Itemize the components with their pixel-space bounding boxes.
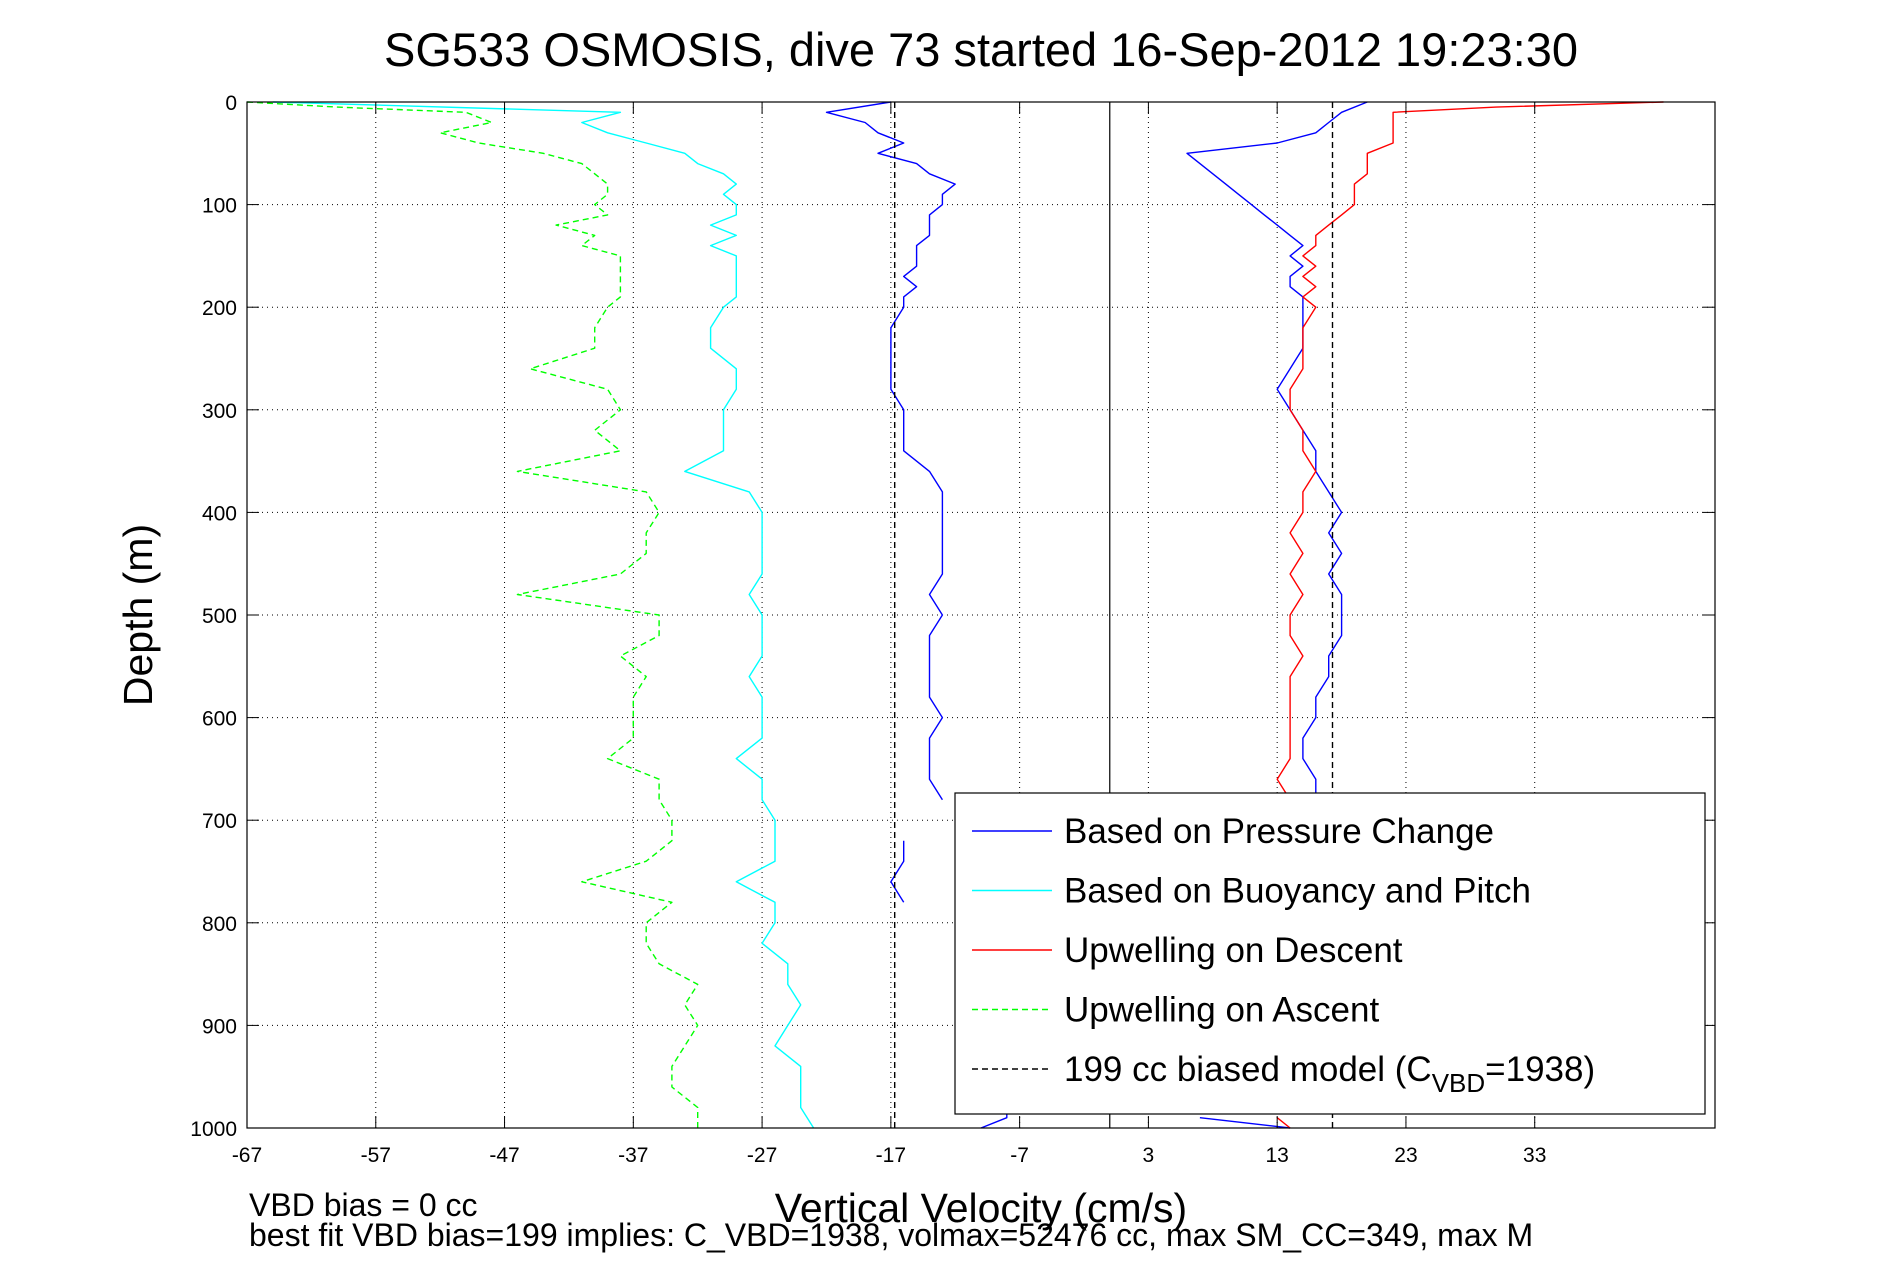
x-tick-label: -17: [876, 1144, 906, 1167]
legend-label: Based on Pressure Change: [1064, 812, 1494, 851]
x-tick-label: 33: [1523, 1144, 1546, 1167]
series-line: [825, 101, 956, 801]
y-tick-label: 200: [202, 297, 237, 320]
y-tick-label: 300: [202, 400, 237, 423]
legend: Based on Pressure Change Based on Buoyanc…: [954, 792, 1706, 1115]
series-line: [1276, 101, 1664, 801]
x-tick-label: -7: [1010, 1144, 1029, 1167]
x-tick-label: -27: [747, 1144, 777, 1167]
series-line: [890, 840, 905, 903]
x-axis: -67 -57 -47 -37 -27 -17 -7 3 13 23 33: [232, 102, 1546, 1167]
y-tick-label: 500: [202, 605, 237, 628]
legend-label: 199 cc biased model (CVBD=1938): [1064, 1050, 1595, 1098]
y-tick-label: 800: [202, 913, 237, 936]
x-tick-label: 23: [1394, 1144, 1417, 1167]
y-axis-label: Depth (m): [115, 524, 161, 706]
y-tick-label: 700: [202, 810, 237, 833]
legend-box: [954, 792, 1706, 1115]
y-tick-label: 400: [202, 502, 237, 525]
x-tick-label: -37: [618, 1144, 648, 1167]
y-tick-label: 1000: [190, 1118, 237, 1141]
x-tick-label: -57: [361, 1144, 391, 1167]
x-tick-label: 3: [1143, 1144, 1155, 1167]
x-tick-label: -67: [232, 1144, 262, 1167]
series-line: [246, 101, 699, 1128]
y-tick-label: 600: [202, 708, 237, 731]
x-tick-label: -47: [489, 1144, 519, 1167]
y-tick-label: 0: [225, 92, 237, 115]
x-tick-label: 13: [1265, 1144, 1288, 1167]
y-tick-label: 900: [202, 1015, 237, 1038]
series-line: [1199, 1117, 1291, 1129]
y-axis: 0 100 200 300 400 500 600 700 800 900 1000: [190, 92, 1715, 1141]
legend-label: Upwelling on Ascent: [1064, 991, 1379, 1030]
series-line: [272, 101, 815, 1129]
vbd-bias-note: VBD bias = 0 cc: [249, 1187, 478, 1223]
best-fit-note: best fit VBD bias=199 implies: C_VBD=193…: [249, 1217, 1533, 1253]
legend-label: Based on Buoyancy and Pitch: [1064, 872, 1531, 911]
legend-label: Upwelling on Descent: [1064, 931, 1403, 970]
x-axis-label: Vertical Velocity (cm/s): [775, 1185, 1187, 1231]
series-line: [1276, 1117, 1291, 1129]
y-tick-label: 100: [202, 195, 237, 218]
chart-title: SG533 OSMOSIS, dive 73 started 16-Sep-20…: [384, 23, 1578, 76]
